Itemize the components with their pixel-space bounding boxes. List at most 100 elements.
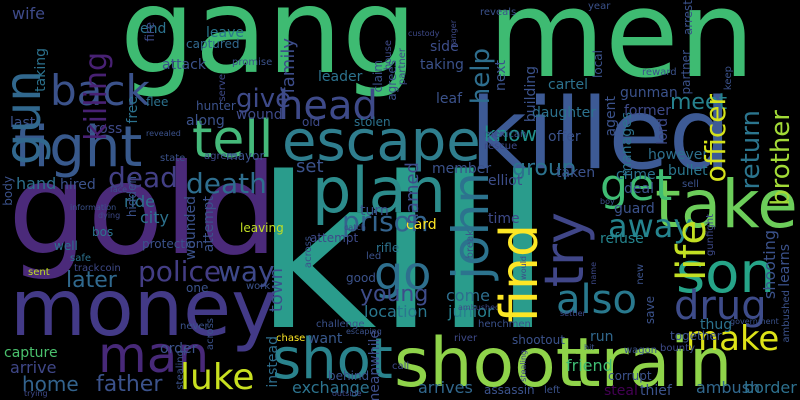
word-luke: luke xyxy=(180,357,255,398)
word-arrest: sell xyxy=(682,179,699,190)
word-trying: break xyxy=(465,230,476,259)
word-elliot: elliot xyxy=(488,173,523,189)
word-safe: protection xyxy=(142,237,204,251)
word-run: run xyxy=(590,329,614,345)
word-attempt: attempt xyxy=(201,196,217,253)
word-also: also xyxy=(556,277,637,323)
word-shootout: call xyxy=(392,361,410,372)
word-junior: junior xyxy=(448,302,494,321)
word-arrive: arrive xyxy=(10,358,57,377)
word-sent: well xyxy=(54,239,78,253)
word-flee: hunter xyxy=(196,99,236,113)
word-mayor: promise xyxy=(232,57,273,68)
word-officer: officer xyxy=(699,94,732,183)
word-reveals: local xyxy=(591,50,605,78)
word-tell: tell xyxy=(192,110,274,170)
word-former: gunman xyxy=(620,85,678,101)
word-bullet: bullet xyxy=(668,163,708,179)
word-new: government xyxy=(730,317,779,326)
word-catch: ambushed xyxy=(458,303,501,312)
word-plan: plan xyxy=(312,154,446,227)
word-information: outside xyxy=(332,389,362,398)
word-get: get xyxy=(600,160,673,211)
word-leave: leave xyxy=(206,25,244,41)
word-hidden: body xyxy=(1,176,15,206)
word-wound: wound xyxy=(236,107,283,123)
word-ambush: ambush xyxy=(696,378,761,397)
word-police: police xyxy=(138,255,222,288)
word-gunman: manages xyxy=(619,112,635,177)
word-gunfight: mayor xyxy=(226,149,265,163)
word-thief: thief xyxy=(640,383,672,399)
word-building: next xyxy=(493,60,509,92)
word-rifle: attempt xyxy=(310,231,359,245)
word-one: safe xyxy=(70,253,92,264)
word-gang: gang xyxy=(120,0,417,100)
word-home: named xyxy=(402,162,423,225)
word-stop: boy xyxy=(600,197,615,206)
word-captured: fire xyxy=(143,22,157,42)
word-arrives: arrives xyxy=(418,378,473,397)
word-stealing: stealing xyxy=(519,350,528,382)
word-father: father xyxy=(96,372,163,397)
word-hunter: stolen xyxy=(354,115,391,129)
word-thug: thug xyxy=(700,317,733,333)
word-would: hit xyxy=(584,343,595,352)
word-named: town xyxy=(266,268,287,313)
word-shoot: shoot xyxy=(394,324,583,400)
word-young: young xyxy=(360,282,429,307)
word-agrees: agrees xyxy=(385,60,399,101)
word-give: give xyxy=(236,84,292,114)
word-keep: mexican xyxy=(484,129,527,140)
word-save: bounty xyxy=(660,343,695,354)
word-try: try xyxy=(533,212,596,288)
word-kill: kill xyxy=(255,132,552,377)
word-ride: ride xyxy=(124,192,156,211)
word-wounded: hidden xyxy=(125,176,139,218)
word-member: time xyxy=(488,211,520,227)
word-friend: friend xyxy=(566,356,613,375)
word-coin: work xyxy=(246,281,271,292)
word-john: john xyxy=(442,172,500,280)
word-led: good xyxy=(346,271,376,285)
word-take: take xyxy=(655,166,798,243)
word-killing: killing xyxy=(79,52,114,141)
word-river: behind xyxy=(328,369,370,383)
word-drug: drug xyxy=(674,283,767,329)
word-state: claim xyxy=(371,60,385,93)
word-meet: meet xyxy=(670,90,728,115)
word-men: men xyxy=(488,0,755,105)
word-rival: revealed xyxy=(146,129,181,138)
word-return: return xyxy=(736,110,766,190)
word-son: son xyxy=(676,241,775,306)
word-house: year xyxy=(588,1,611,12)
word-city: city xyxy=(140,208,169,227)
word-card: turn xyxy=(360,203,389,219)
word-turn: deal xyxy=(624,181,654,197)
word-shooting: shooting xyxy=(760,230,779,300)
word-body: captured xyxy=(186,37,240,51)
word-killed: killed xyxy=(470,78,731,192)
word-local: wagon xyxy=(624,345,658,356)
word-chase: shootout xyxy=(512,333,565,347)
word-soon: dying xyxy=(98,211,121,220)
word-wife: wife xyxy=(12,4,46,23)
word-head: head xyxy=(278,83,378,129)
word-together: left xyxy=(544,385,561,396)
word-hired: hired xyxy=(60,177,96,193)
word-shot: shot xyxy=(272,327,393,392)
word-man: man xyxy=(98,326,210,384)
word-steal: steal xyxy=(604,383,638,399)
word-custody: stealing xyxy=(175,350,186,390)
word-agent: offer xyxy=(548,129,581,145)
word-never: catch xyxy=(344,223,366,232)
word-location: location xyxy=(364,302,428,321)
word-fight: fight xyxy=(14,115,143,180)
word-order: order xyxy=(160,341,198,357)
word-corrupt: assassin xyxy=(484,383,535,397)
word-crime: lord xyxy=(655,118,671,145)
word-bos: rifle xyxy=(376,241,400,255)
word-partner: partner xyxy=(679,50,693,95)
word-mexican: serve xyxy=(217,74,228,102)
word-later: later xyxy=(66,268,117,293)
